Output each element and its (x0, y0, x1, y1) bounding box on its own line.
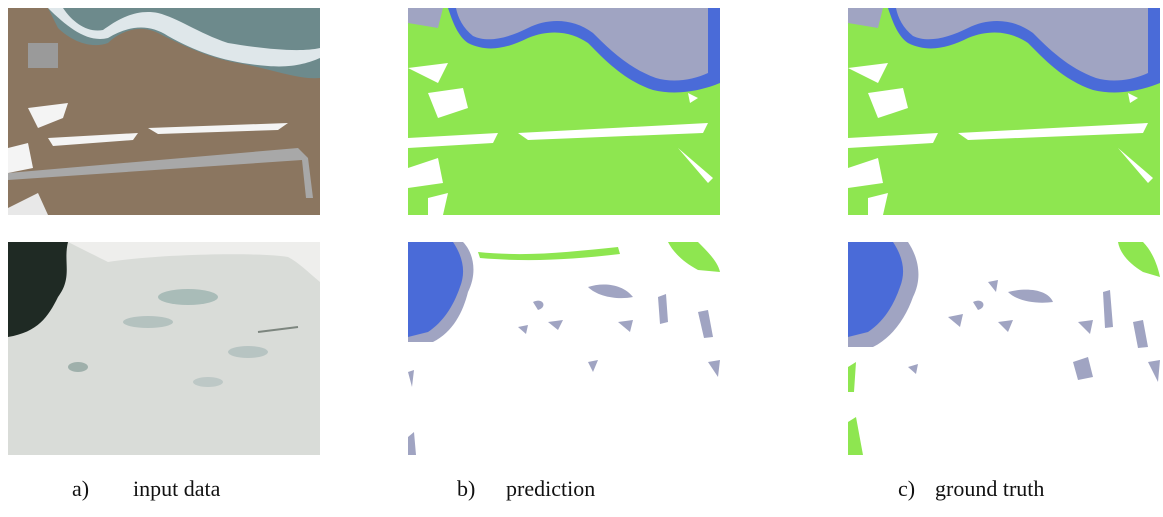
caption-text: prediction (506, 476, 595, 501)
image-prediction-1 (408, 8, 720, 215)
image-prediction-2 (408, 242, 720, 455)
image-input-2 (7, 241, 321, 456)
caption-text: ground truth (935, 476, 1044, 501)
caption-label: c) (898, 476, 915, 501)
caption-text: input data (133, 476, 221, 501)
image-ground-truth-2 (848, 242, 1160, 455)
caption-label: a) (72, 476, 89, 501)
image-input-1 (8, 8, 320, 215)
caption-label: b) (457, 476, 475, 501)
image-ground-truth-1 (848, 8, 1160, 215)
